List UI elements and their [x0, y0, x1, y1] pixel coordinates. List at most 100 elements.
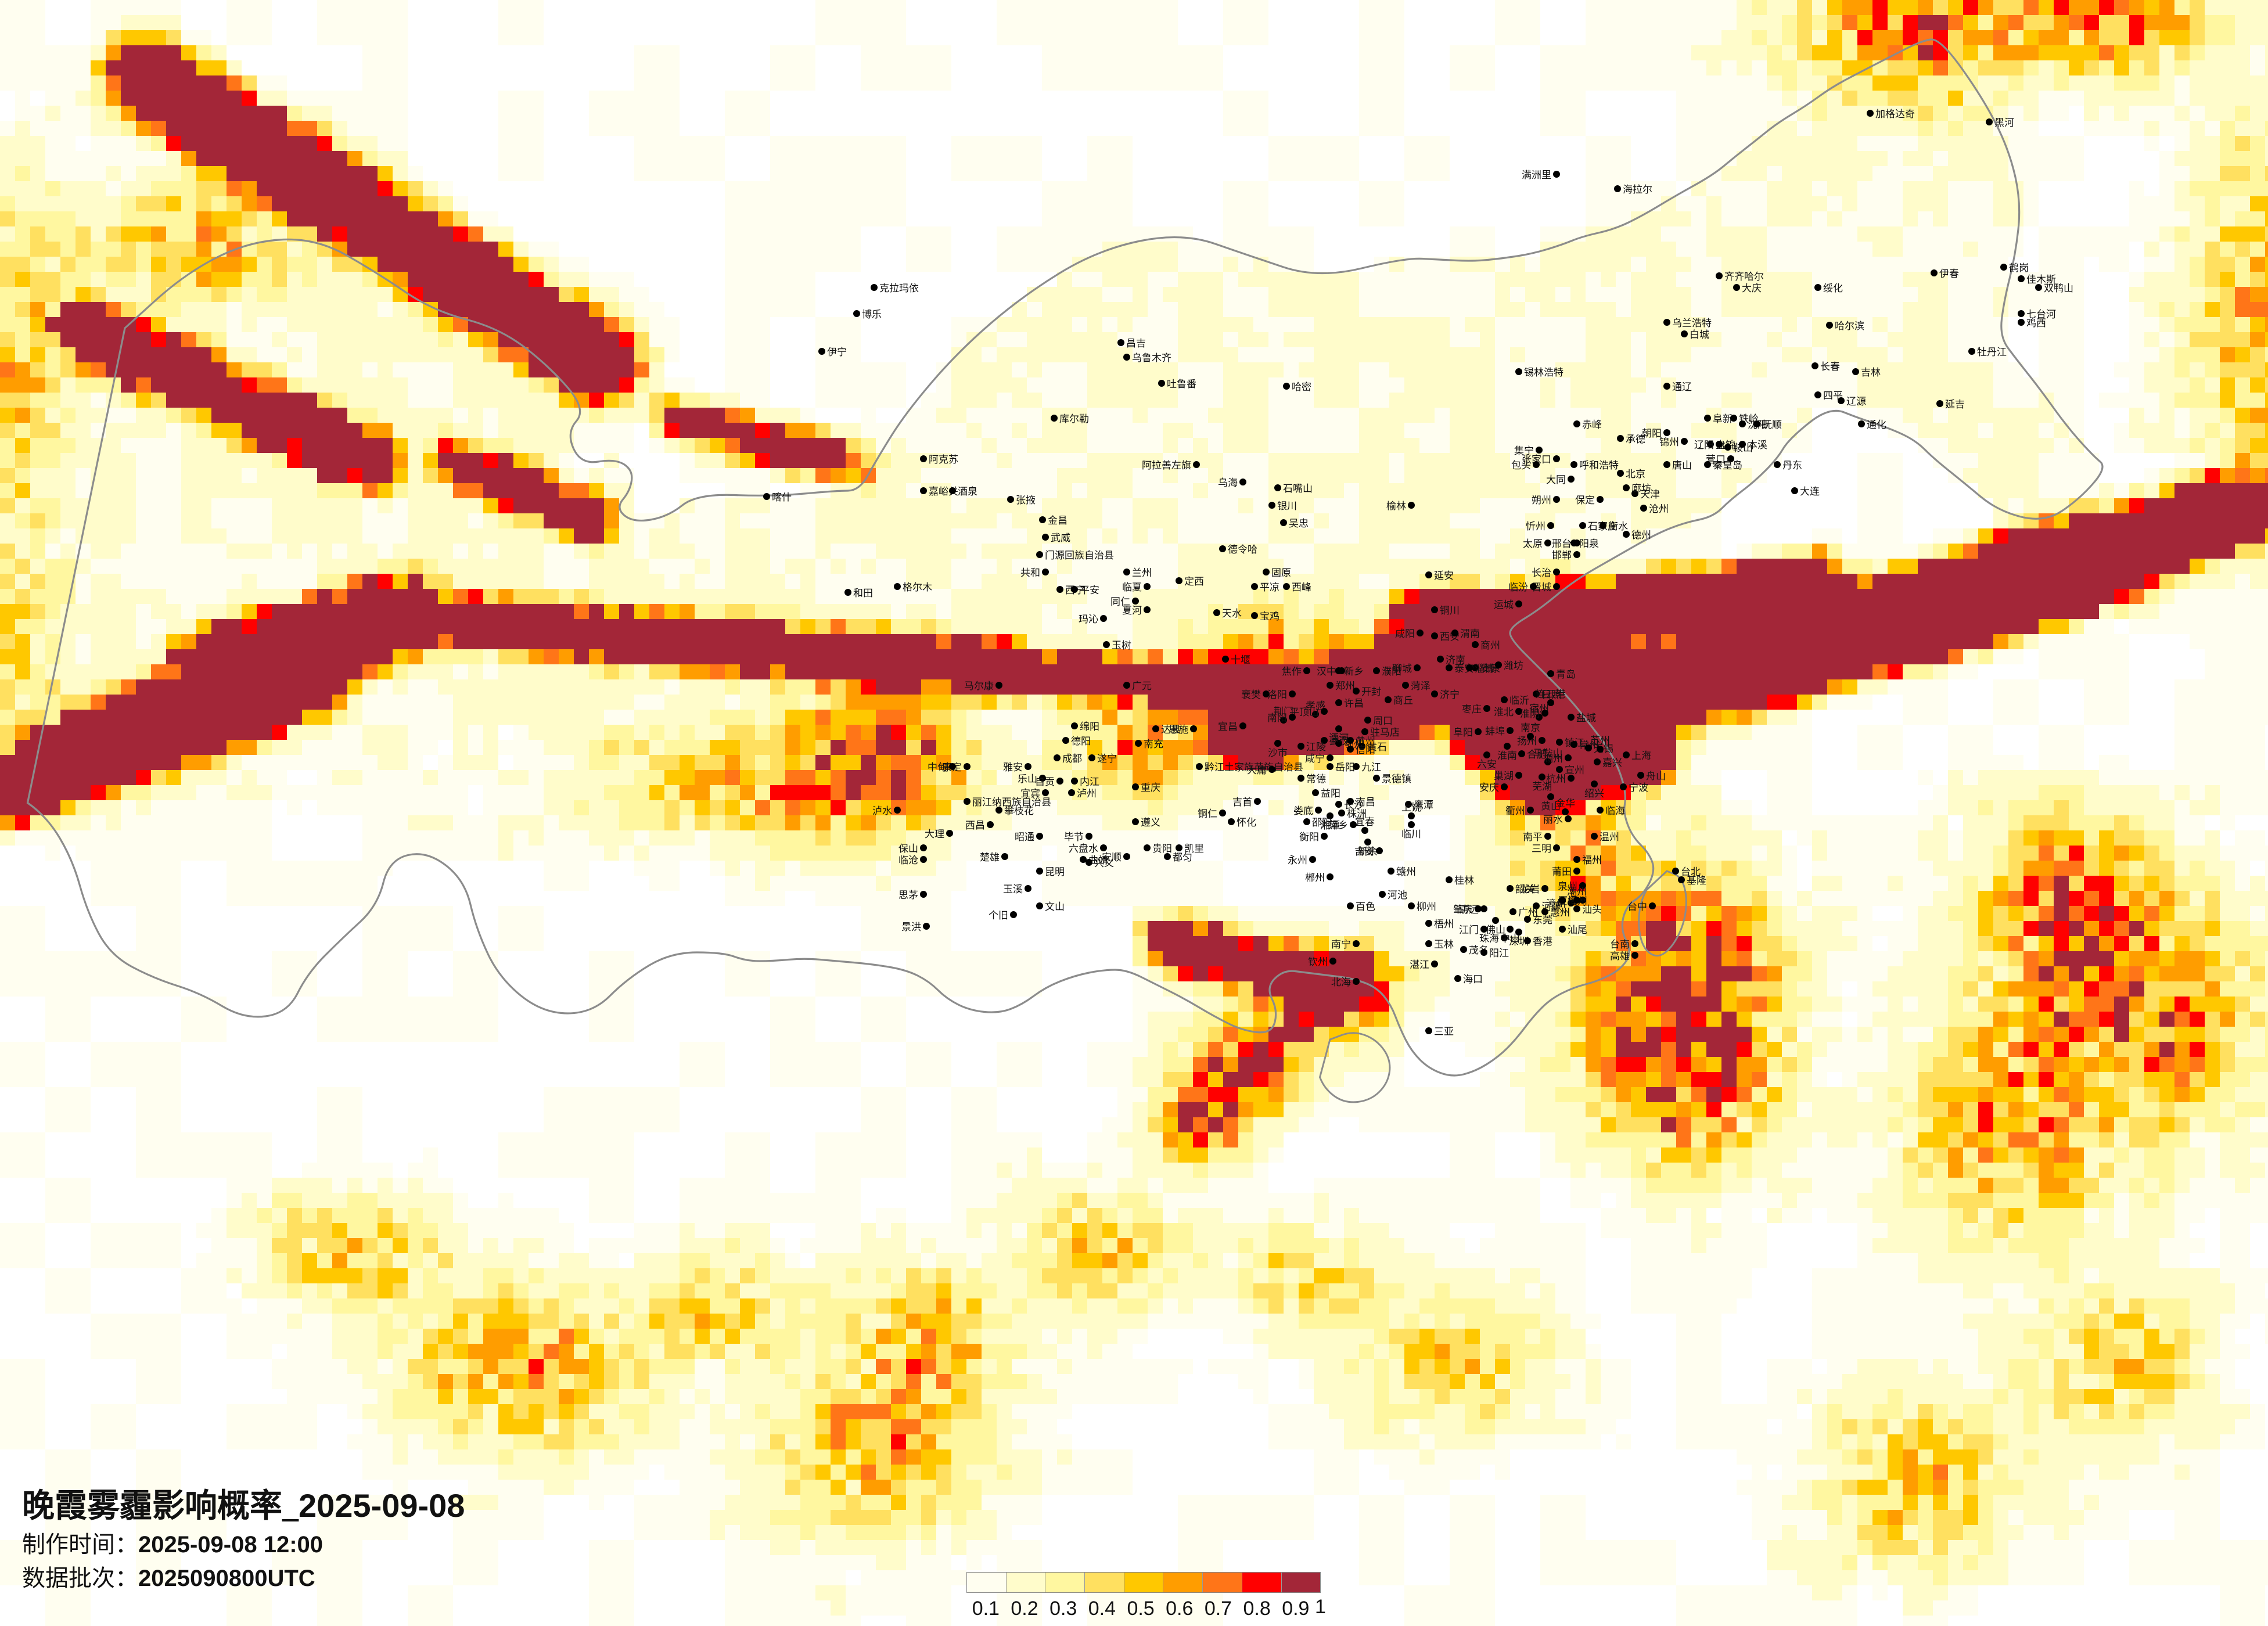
svg-text:福州: 福州 [1582, 852, 1602, 866]
svg-text:盐城: 盐城 [1576, 710, 1596, 724]
svg-text:杭州: 杭州 [1546, 771, 1566, 785]
svg-text:恩施: 恩施 [1169, 721, 1188, 736]
svg-text:上海: 上海 [1631, 747, 1651, 762]
svg-text:安庆: 安庆 [1479, 779, 1499, 794]
svg-text:本溪: 本溪 [1748, 437, 1767, 451]
svg-text:丹东: 丹东 [1782, 457, 1802, 472]
svg-text:黑河: 黑河 [1994, 114, 2014, 129]
svg-text:太原: 太原 [1523, 535, 1543, 550]
svg-text:酒泉: 酒泉 [958, 483, 977, 498]
svg-text:衡阳: 衡阳 [1299, 829, 1319, 843]
svg-text:桂林: 桂林 [1454, 872, 1474, 887]
svg-text:锡林浩特: 锡林浩特 [1524, 364, 1563, 379]
svg-text:绍兴: 绍兴 [1584, 785, 1604, 800]
svg-text:铜川: 铜川 [1440, 602, 1460, 617]
svg-text:雅安: 雅安 [1003, 759, 1023, 774]
svg-text:德令哈: 德令哈 [1228, 541, 1257, 556]
svg-text:加格达奇: 加格达奇 [1875, 106, 1915, 120]
svg-text:湖州: 湖州 [1543, 750, 1563, 765]
svg-text:乌海: 乌海 [1218, 474, 1238, 489]
svg-text:德州: 德州 [1631, 527, 1651, 541]
svg-text:武威: 武威 [1051, 530, 1070, 544]
svg-text:双鸭山: 双鸭山 [2044, 280, 2073, 294]
svg-text:兰州: 兰州 [1132, 564, 1152, 579]
svg-text:淮南: 淮南 [1497, 747, 1517, 762]
svg-text:临汾: 临汾 [1508, 579, 1528, 593]
svg-text:固原: 固原 [1271, 564, 1291, 579]
svg-text:沙市: 沙市 [1268, 744, 1288, 759]
svg-text:博乐: 博乐 [862, 306, 882, 321]
svg-text:玛沁: 玛沁 [1079, 611, 1098, 625]
svg-text:济宁: 济宁 [1440, 686, 1460, 701]
svg-text:大庸: 大庸 [1247, 762, 1267, 776]
svg-text:遂宁: 遂宁 [1097, 750, 1117, 765]
svg-text:绥化: 绥化 [1823, 280, 1843, 294]
svg-text:南充: 南充 [1144, 736, 1163, 750]
svg-text:济南: 济南 [1446, 652, 1465, 666]
svg-text:九江: 九江 [1361, 759, 1381, 774]
svg-text:银川: 银川 [1277, 498, 1297, 512]
svg-text:宝鸡: 宝鸡 [1260, 608, 1279, 623]
svg-text:商州: 商州 [1480, 637, 1500, 652]
svg-text:贵阳: 贵阳 [1152, 840, 1172, 855]
svg-text:金昌: 金昌 [1048, 512, 1067, 527]
svg-text:焦作: 焦作 [1282, 663, 1302, 678]
svg-text:喀什: 喀什 [772, 489, 792, 503]
svg-text:榆林: 榆林 [1386, 498, 1406, 512]
svg-text:伊宁: 伊宁 [827, 344, 847, 358]
svg-text:温州: 温州 [1600, 829, 1619, 843]
svg-text:大连: 大连 [1800, 483, 1820, 498]
svg-text:临夏: 临夏 [1122, 579, 1142, 593]
svg-text:昭通: 昭通 [1015, 829, 1034, 843]
svg-text:吉安: 吉安 [1354, 843, 1374, 858]
svg-text:呼和浩特: 呼和浩特 [1579, 457, 1619, 472]
svg-text:菏泽: 菏泽 [1411, 678, 1430, 692]
svg-text:怀化: 怀化 [1237, 814, 1256, 829]
svg-text:连云港: 连云港 [1536, 686, 1566, 700]
svg-text:临川: 临川 [1401, 826, 1421, 840]
svg-text:永州: 永州 [1288, 852, 1307, 866]
svg-text:柳州: 柳州 [1417, 898, 1436, 913]
svg-text:辽阳: 辽阳 [1694, 437, 1714, 451]
svg-text:承德: 承德 [1626, 431, 1645, 445]
svg-text:韶关: 韶关 [1515, 881, 1535, 895]
svg-text:满洲里: 满洲里 [1522, 167, 1551, 181]
svg-text:阿克苏: 阿克苏 [929, 451, 958, 466]
svg-text:天水: 天水 [1222, 605, 1242, 620]
svg-text:襄樊: 襄樊 [1241, 686, 1261, 701]
svg-text:北京: 北京 [1626, 466, 1645, 480]
svg-text:嘉兴: 嘉兴 [1602, 754, 1622, 769]
svg-text:安顺: 安顺 [1102, 849, 1122, 864]
svg-text:上饶: 上饶 [1401, 799, 1421, 814]
svg-text:大庆: 大庆 [1742, 280, 1762, 294]
svg-text:六盘水: 六盘水 [1069, 840, 1098, 855]
svg-text:玉溪: 玉溪 [1003, 881, 1023, 895]
svg-text:遵义: 遵义 [1141, 814, 1160, 829]
svg-text:格尔木: 格尔木 [903, 579, 932, 593]
svg-text:广元: 广元 [1132, 678, 1152, 692]
svg-text:集宁: 集宁 [1514, 443, 1534, 457]
svg-text:泸州: 泸州 [1077, 785, 1097, 800]
svg-text:秦皇岛: 秦皇岛 [1713, 457, 1742, 472]
svg-text:和田: 和田 [853, 585, 873, 599]
svg-text:丽水: 丽水 [1543, 811, 1563, 826]
svg-text:夏河: 夏河 [1122, 602, 1142, 617]
svg-text:宁波: 宁波 [1629, 779, 1648, 794]
svg-text:运城: 运城 [1494, 596, 1514, 611]
svg-text:保定: 保定 [1575, 492, 1595, 506]
svg-text:伊春: 伊春 [1939, 265, 1959, 280]
svg-text:驻马店: 驻马店 [1370, 724, 1400, 739]
svg-text:江陵: 江陵 [1306, 739, 1326, 753]
svg-text:临沧: 临沧 [898, 852, 918, 866]
svg-text:牡丹江: 牡丹江 [1977, 344, 2007, 358]
svg-text:钦州: 钦州 [1308, 954, 1328, 968]
svg-text:淄博: 淄博 [1475, 660, 1494, 675]
svg-text:阳江: 阳江 [1489, 945, 1509, 959]
svg-text:赤峰: 赤峰 [1582, 416, 1602, 431]
svg-text:延安: 延安 [1434, 567, 1454, 582]
svg-text:延吉: 延吉 [1945, 396, 1965, 411]
svg-text:辽源: 辽源 [1846, 393, 1866, 408]
svg-text:郑州: 郑州 [1335, 678, 1355, 692]
svg-text:宣州: 宣州 [1565, 762, 1584, 776]
svg-text:聊城: 聊城 [1392, 660, 1412, 675]
